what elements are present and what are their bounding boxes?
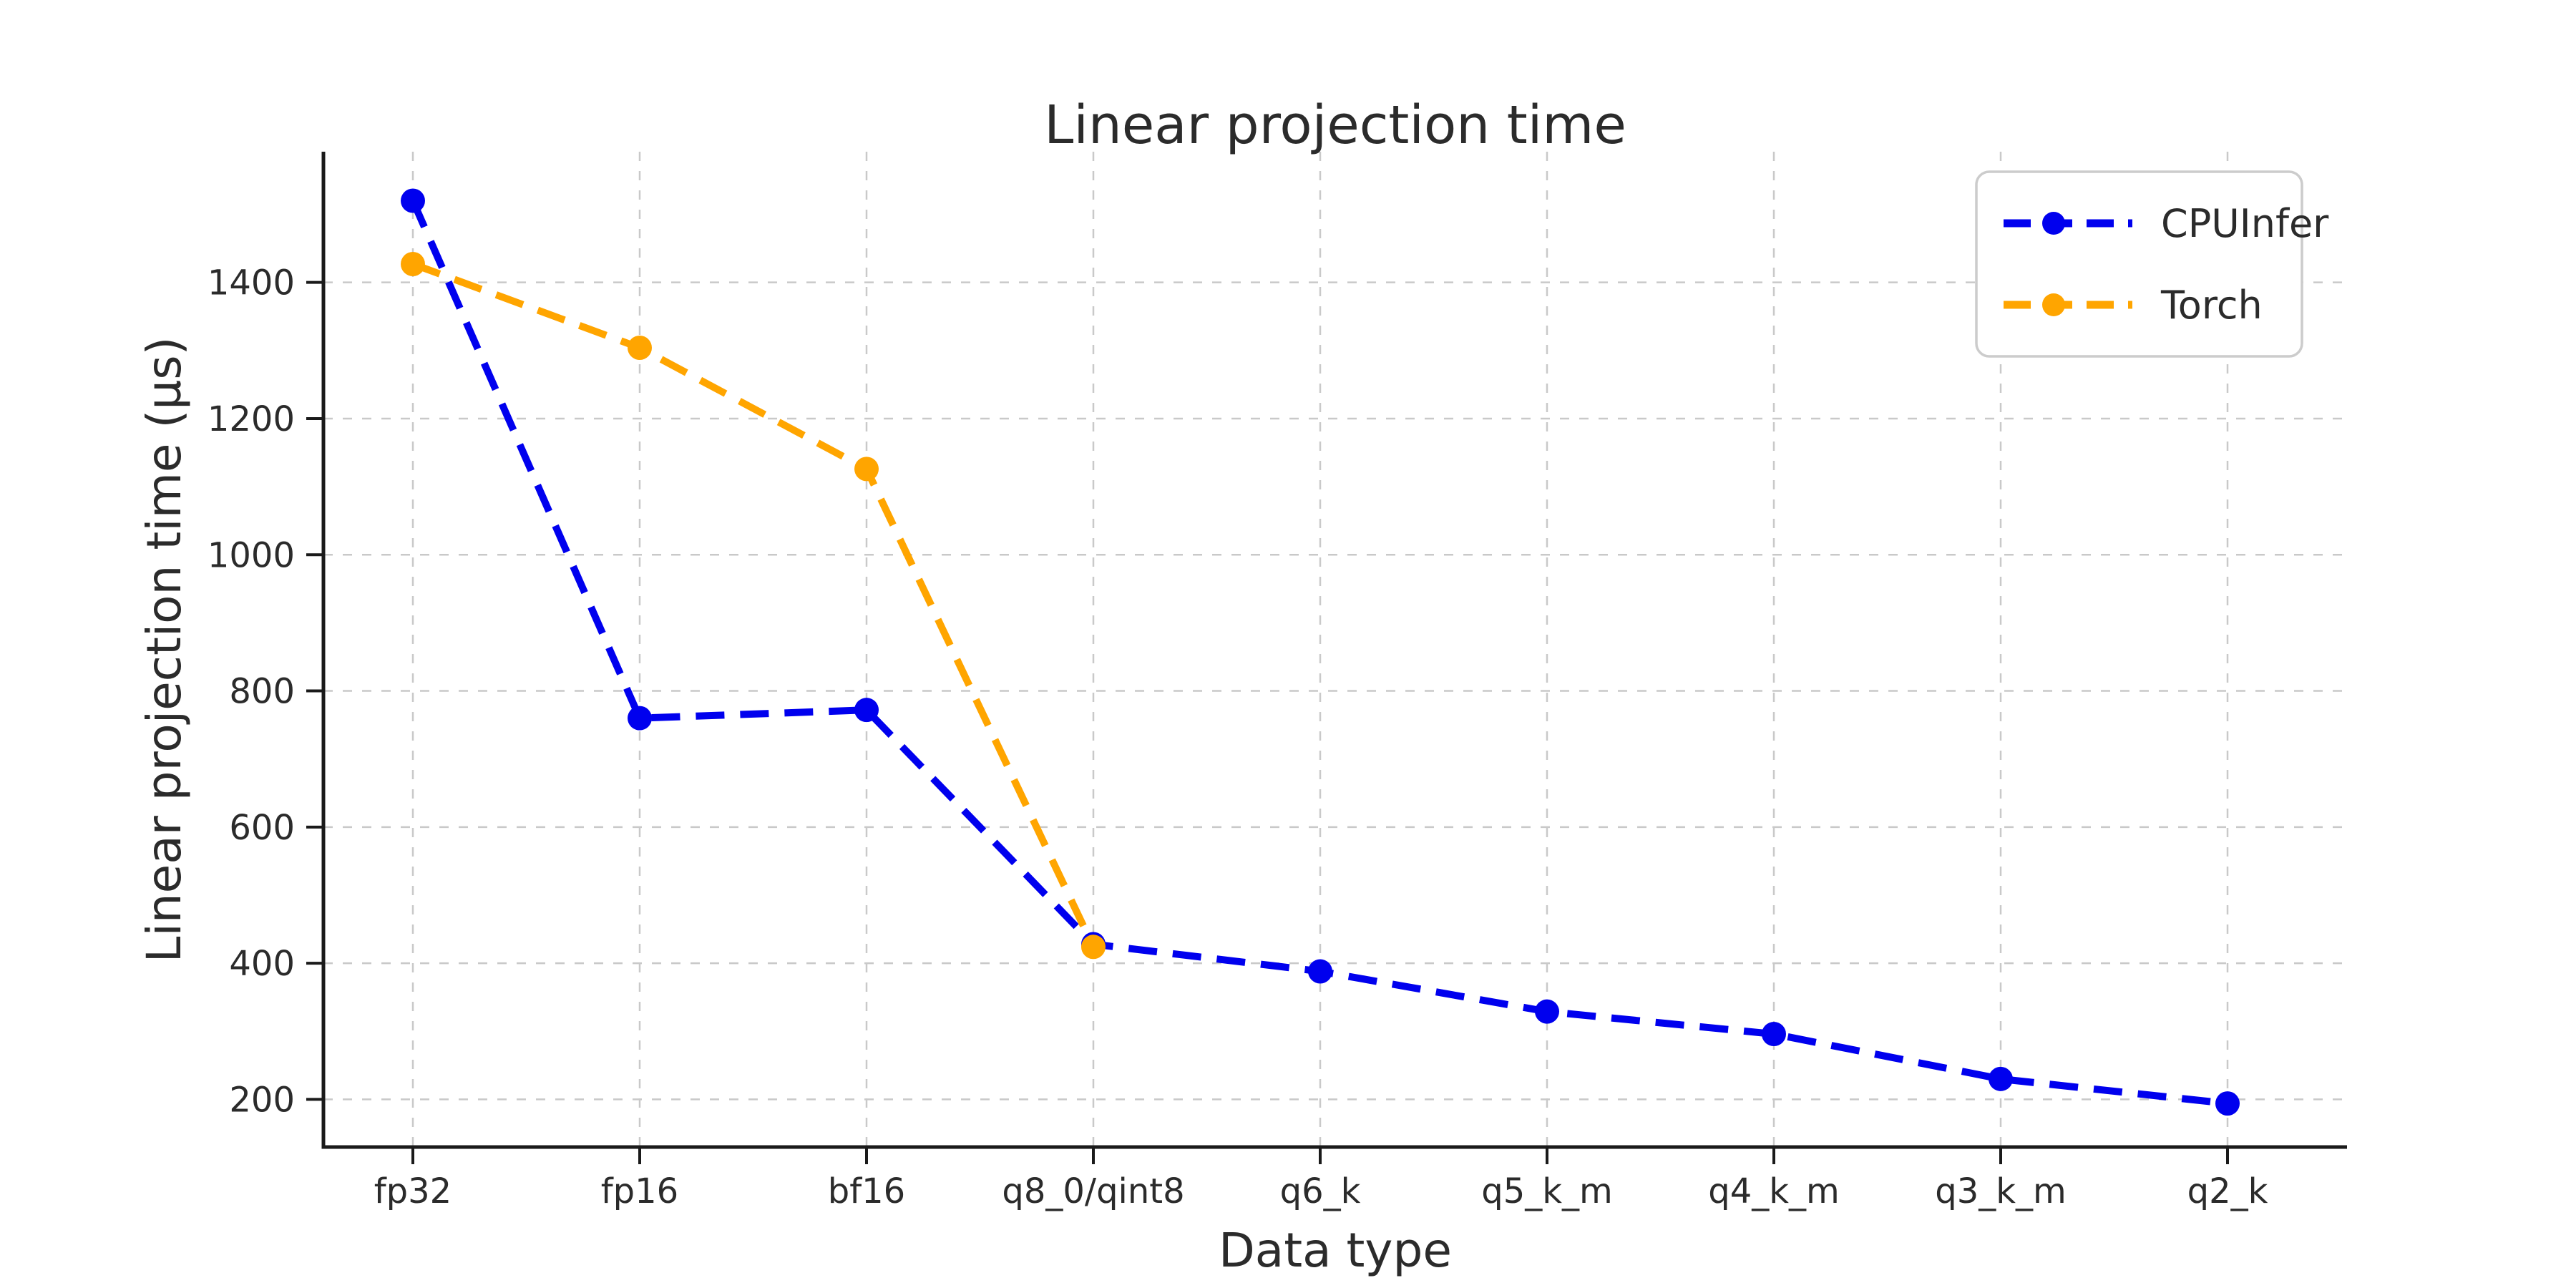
x-tick-label: fp16 (601, 1171, 678, 1211)
legend-marker (2042, 293, 2065, 316)
x-tick-label: q3_k_m (1935, 1171, 2067, 1211)
data-point-marker-cpuinfer (1762, 1022, 1786, 1047)
x-tick-label: q5_k_m (1481, 1171, 1613, 1211)
x-tick-label: fp32 (374, 1171, 452, 1211)
data-series (401, 188, 2240, 1116)
y-tick-label: 200 (229, 1080, 295, 1120)
y-tick-label: 600 (229, 808, 295, 848)
legend-marker (2042, 212, 2065, 235)
legend-item-cpuinfer: CPUInfer (2004, 201, 2329, 246)
legend-box (1975, 170, 2303, 358)
y-axis-label: Linear projection time (µs) (137, 337, 192, 963)
legend-item-torch: Torch (2004, 283, 2263, 328)
data-point-marker-cpuinfer (2215, 1091, 2240, 1116)
x-tick-label: bf16 (828, 1171, 905, 1211)
data-point-marker-cpuinfer (1535, 999, 1559, 1024)
legend: CPUInfer Torch (1975, 170, 2329, 358)
y-tick-label: 1400 (208, 263, 295, 303)
y-tick-label: 800 (229, 672, 295, 712)
data-point-marker-cpuinfer (401, 188, 425, 213)
y-tick-label: 400 (229, 944, 295, 984)
data-point-marker-torch (854, 457, 879, 482)
gridlines (323, 152, 2347, 1147)
tick-labels: 200 400 600 800 1000 1200 1400 fp32 fp16 bf16 q8_0… (208, 263, 2268, 1211)
y-tick-label: 1200 (208, 399, 295, 439)
data-point-marker-torch (628, 336, 652, 361)
data-point-marker-cpuinfer (1989, 1066, 2013, 1091)
x-tick-label: q8_0/qint8 (1002, 1171, 1184, 1211)
data-point-marker-torch (401, 251, 425, 276)
legend-label: CPUInfer (2161, 201, 2329, 246)
series-line-torch (411, 260, 1097, 949)
x-axis-label: Data type (1219, 1223, 1452, 1278)
data-point-marker-cpuinfer (1308, 959, 1332, 984)
x-tick-label: q4_k_m (1708, 1171, 1840, 1211)
data-point-marker-cpuinfer (628, 706, 652, 731)
y-tick-label: 1000 (208, 535, 295, 575)
chart-title: Linear projection time (1044, 94, 1626, 156)
x-tick-label: q6_k (1280, 1171, 1361, 1211)
data-point-marker-cpuinfer (854, 698, 879, 723)
data-point-marker-torch (1081, 935, 1106, 960)
x-tick-label: q2_k (2187, 1171, 2268, 1211)
legend-label: Torch (2160, 283, 2263, 328)
axes (306, 152, 2347, 1164)
